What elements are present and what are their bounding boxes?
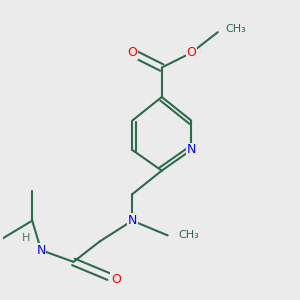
- Text: O: O: [186, 46, 196, 59]
- Text: O: O: [111, 273, 121, 286]
- Text: H: H: [22, 233, 31, 243]
- Text: O: O: [128, 46, 137, 59]
- Text: N: N: [128, 214, 137, 227]
- Text: N: N: [187, 143, 196, 157]
- Text: CH₃: CH₃: [178, 230, 199, 240]
- Text: CH₃: CH₃: [225, 24, 246, 34]
- Text: N: N: [36, 244, 46, 256]
